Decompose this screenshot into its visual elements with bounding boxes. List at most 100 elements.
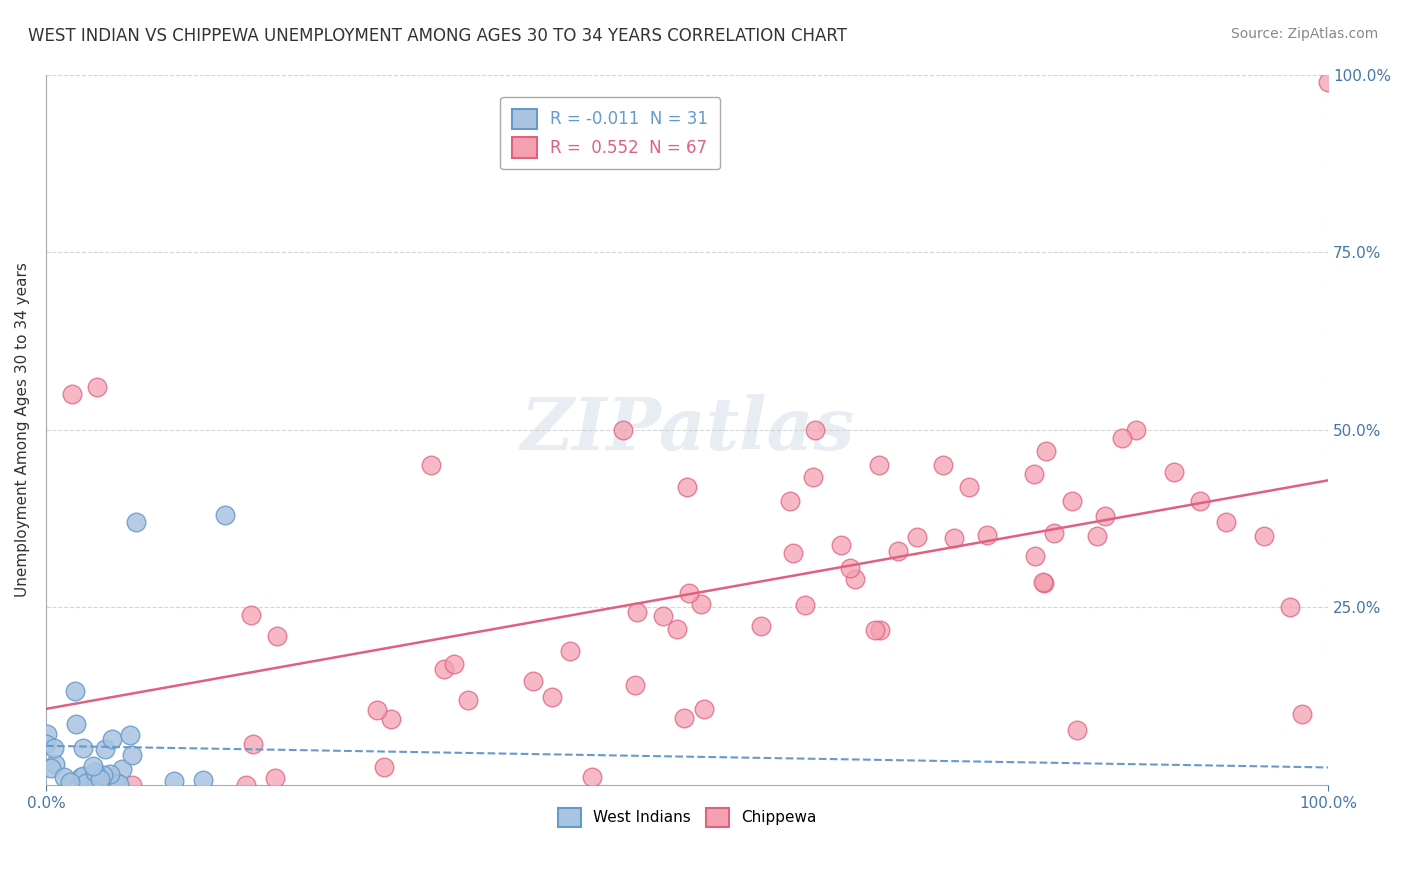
Point (242, 737, 264, 751)
Point (443, 657, 465, 671)
Point (932, 458, 955, 473)
Point (419, 458, 441, 473)
Point (60, 387, 83, 401)
Point (235, 778, 257, 792)
Point (844, 572, 866, 586)
Point (70, 771, 93, 785)
Point (366, 703, 388, 717)
Point (782, 546, 804, 560)
Point (121, 748, 143, 763)
Point (1188, 494, 1211, 508)
Point (689, 597, 711, 611)
Point (1253, 529, 1275, 543)
Point (1060, 494, 1083, 508)
Point (1022, 467, 1045, 481)
Y-axis label: Unemployment Among Ages 30 to 34 years: Unemployment Among Ages 30 to 34 years (15, 262, 30, 598)
Point (976, 527, 998, 541)
Text: WEST INDIAN VS CHIPPEWA UNEMPLOYMENT AMONG AGES 30 TO 34 YEARS CORRELATION CHART: WEST INDIAN VS CHIPPEWA UNEMPLOYMENT AMO… (28, 27, 848, 45)
Point (612, 423, 634, 437)
Point (830, 538, 852, 552)
Point (957, 480, 980, 494)
Point (1278, 600, 1301, 615)
Point (868, 458, 890, 473)
Point (626, 605, 648, 619)
Point (522, 673, 544, 688)
Point (779, 494, 801, 508)
Point (193, 773, 215, 788)
Point (1094, 508, 1116, 523)
Point (59, 774, 82, 789)
Point (83, 771, 105, 785)
Point (1291, 706, 1313, 721)
Point (75, 776, 97, 790)
Point (98, 767, 121, 781)
Point (457, 692, 479, 706)
Point (214, 508, 236, 522)
Point (1111, 431, 1133, 445)
Point (558, 644, 581, 658)
Point (52, 770, 75, 784)
Point (804, 423, 827, 437)
Point (942, 531, 965, 545)
Legend: West Indians, Chippewa: West Indians, Chippewa (550, 800, 824, 834)
Point (651, 608, 673, 623)
Point (266, 629, 288, 643)
Text: Source: ZipAtlas.com: Source: ZipAtlas.com (1230, 27, 1378, 41)
Point (35, 727, 58, 741)
Point (624, 678, 647, 692)
Point (72, 769, 94, 783)
Point (1317, 75, 1340, 89)
Point (693, 702, 716, 716)
Point (1125, 423, 1147, 437)
Point (72, 740, 94, 755)
Point (863, 623, 886, 637)
Point (666, 622, 689, 636)
Point (118, 728, 141, 742)
Point (65, 716, 87, 731)
Point (83, 778, 105, 792)
Point (111, 763, 134, 777)
Point (121, 778, 143, 792)
Point (749, 619, 772, 633)
Point (1033, 575, 1056, 590)
Point (89, 772, 111, 786)
Point (380, 712, 402, 726)
Point (1032, 575, 1054, 590)
Point (905, 530, 928, 544)
Point (264, 771, 287, 785)
Point (100, 732, 122, 747)
Point (163, 774, 186, 789)
Point (108, 777, 131, 791)
Point (93, 768, 115, 782)
Point (44, 757, 66, 772)
Point (94, 741, 117, 756)
Point (1163, 466, 1185, 480)
Point (676, 480, 699, 494)
Point (240, 607, 263, 622)
Point (1024, 549, 1046, 563)
Point (1085, 529, 1108, 543)
Point (63, 684, 86, 698)
Point (801, 470, 824, 484)
Point (86, 770, 108, 784)
Point (1066, 723, 1088, 737)
Point (42, 741, 65, 756)
Point (125, 515, 148, 529)
Point (1043, 526, 1066, 541)
Point (35, 737, 58, 751)
Point (581, 770, 603, 784)
Point (869, 623, 891, 637)
Text: ZIPatlas: ZIPatlas (520, 394, 853, 466)
Point (1035, 444, 1057, 458)
Point (673, 711, 696, 725)
Point (541, 690, 564, 705)
Point (373, 760, 395, 774)
Point (678, 586, 700, 600)
Point (433, 662, 456, 676)
Point (82, 758, 104, 772)
Point (39, 761, 62, 775)
Point (86, 380, 108, 394)
Point (887, 543, 910, 558)
Point (1215, 515, 1237, 529)
Point (105, 776, 128, 790)
